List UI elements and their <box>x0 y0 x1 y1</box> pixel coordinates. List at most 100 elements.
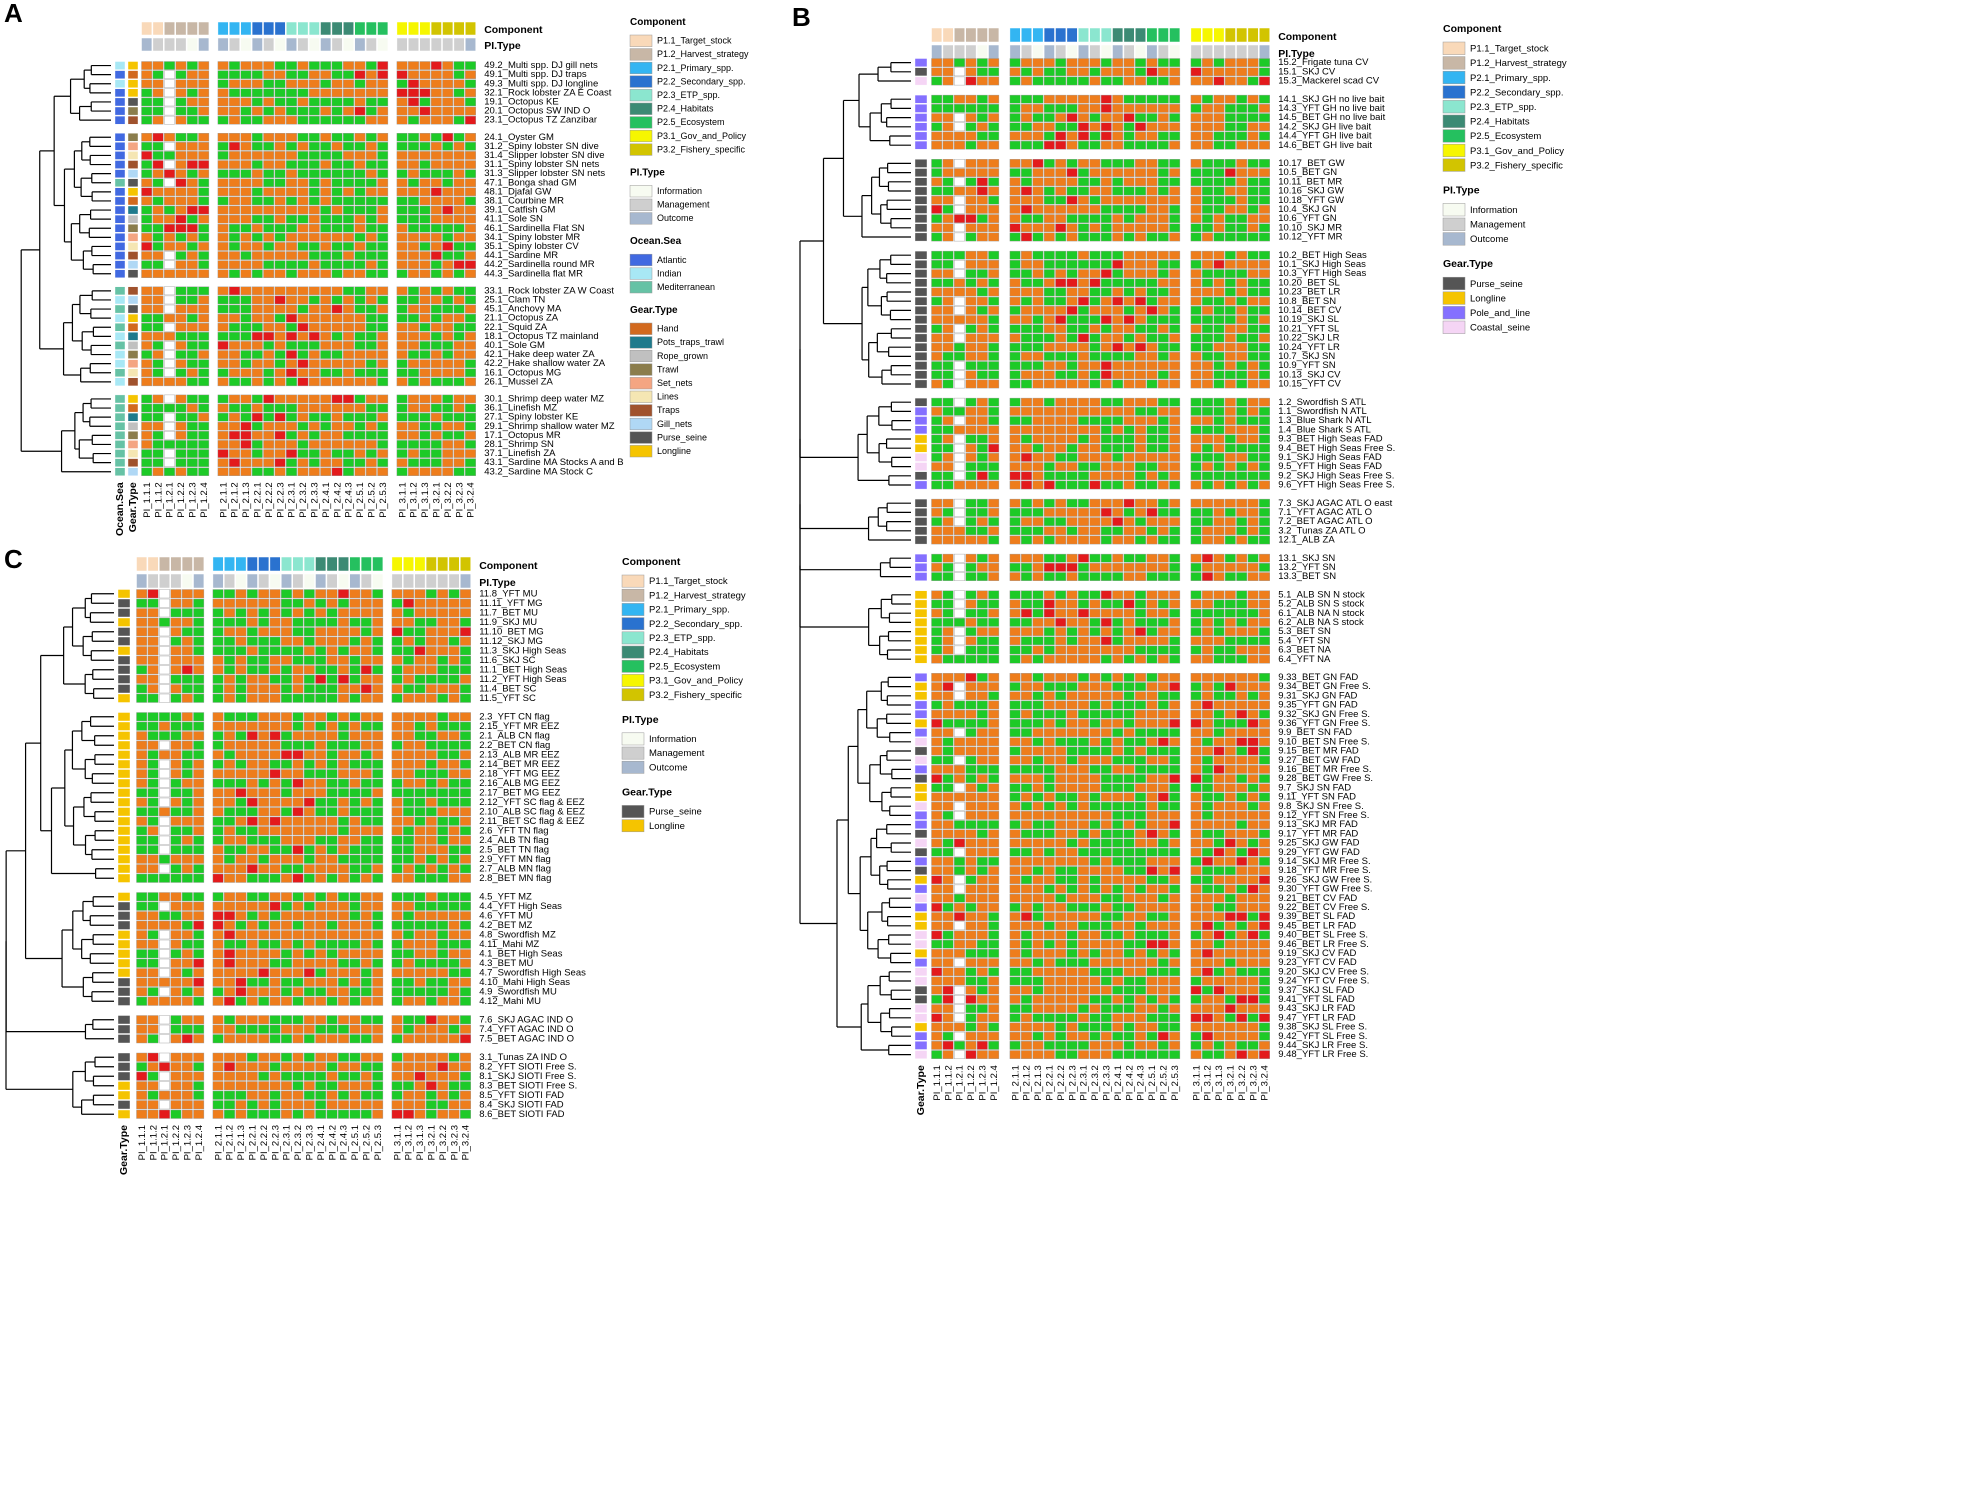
heatmap-cell <box>152 449 164 458</box>
heatmap-cell <box>430 341 442 350</box>
heatmap-cell <box>419 196 431 206</box>
heatmap-cell <box>931 370 943 380</box>
heatmap-cell <box>217 88 229 98</box>
heatmap-cell <box>1213 296 1225 306</box>
side-annotation-cell <box>914 397 928 407</box>
component-header-cell <box>286 21 297 36</box>
heatmap-cell <box>1146 269 1158 278</box>
row-label: 9.5_YFT High Seas FAD <box>1278 461 1382 472</box>
heatmap-cell <box>1259 930 1270 940</box>
heatmap-cell <box>1089 755 1101 765</box>
heatmap-cell <box>343 106 354 116</box>
heatmap-cell <box>1100 370 1112 380</box>
heatmap-cell <box>1259 269 1270 278</box>
heatmap-cell <box>1157 333 1169 343</box>
heatmap-cell <box>1259 783 1270 793</box>
heatmap-cell <box>141 422 153 431</box>
side-annotation-cell <box>114 377 126 387</box>
heatmap-cell <box>175 169 187 178</box>
heatmap-cell <box>1089 719 1101 728</box>
heatmap-cell <box>365 132 377 142</box>
heatmap-cell <box>1202 755 1213 765</box>
heatmap-cell <box>1135 58 1146 67</box>
side-annotation-cell <box>914 498 928 508</box>
heatmap-cell <box>1157 857 1169 866</box>
heatmap-cell <box>1157 1004 1169 1013</box>
heatmap-cell <box>377 223 389 233</box>
component-header-cell <box>1202 27 1213 43</box>
heatmap-cell <box>954 453 965 462</box>
heatmap-cell <box>175 323 187 332</box>
heatmap-cell <box>453 323 465 332</box>
heatmap-cell <box>1169 930 1181 940</box>
row-label: 10.10_SKJ MR <box>1278 222 1342 233</box>
heatmap-cell <box>1202 462 1213 471</box>
heatmap-cell <box>988 1004 1000 1013</box>
heatmap-cell <box>988 1013 1000 1023</box>
column-label: PI_3.2.3 <box>454 482 465 517</box>
pitype-header-cell <box>396 37 408 52</box>
heatmap-cell <box>1078 820 1089 829</box>
heatmap-cell <box>1135 572 1146 581</box>
row-label: 10.5_BET GN <box>1278 167 1337 178</box>
side-annotation-cell <box>914 94 928 104</box>
heatmap-cell <box>453 79 465 88</box>
heatmap-cell <box>408 142 419 151</box>
heatmap-cell <box>1100 232 1112 242</box>
heatmap-cell <box>1066 765 1078 774</box>
heatmap-cell <box>1135 801 1146 811</box>
heatmap-cell <box>1202 875 1213 885</box>
heatmap-cell <box>931 379 943 389</box>
heatmap-cell <box>343 223 354 233</box>
heatmap-cell <box>976 737 988 747</box>
row-label: 27.1_Spiny lobster KE <box>484 412 578 423</box>
heatmap-cell <box>931 58 943 67</box>
row-label: 14.5_BET GH no live bait <box>1278 112 1385 123</box>
heatmap-cell <box>954 443 965 453</box>
side-annotation-cell <box>914 590 928 600</box>
heatmap-cell <box>286 313 297 323</box>
row-label: 33.1_Rock lobster ZA W Coast <box>484 285 614 296</box>
heatmap-cell <box>320 350 332 359</box>
heatmap-cell <box>408 88 419 98</box>
heatmap-cell <box>1146 838 1158 848</box>
heatmap-cell <box>152 359 164 368</box>
heatmap-cell <box>954 995 965 1004</box>
heatmap-cell <box>1112 765 1124 774</box>
heatmap-cell <box>1247 563 1259 572</box>
heatmap-cell <box>942 875 954 885</box>
heatmap-cell <box>1224 765 1236 774</box>
heatmap-cell <box>1021 599 1032 609</box>
heatmap-cell <box>1066 884 1078 894</box>
heatmap-cell <box>251 106 263 116</box>
heatmap-cell <box>1259 590 1270 600</box>
heatmap-cell <box>1123 250 1135 260</box>
pitype-header-cell <box>1224 44 1236 60</box>
heatmap-cell <box>1157 866 1169 875</box>
heatmap-cell <box>1247 113 1259 122</box>
heatmap-cell <box>442 449 454 458</box>
heatmap-cell <box>1190 801 1202 811</box>
heatmap-cell <box>1009 67 1021 77</box>
heatmap-cell <box>1009 397 1021 407</box>
heatmap-cell <box>1213 967 1225 977</box>
heatmap-cell <box>1224 783 1236 793</box>
heatmap-cell <box>1224 563 1236 572</box>
heatmap-cell <box>229 394 240 404</box>
heatmap-cell <box>1190 572 1202 581</box>
heatmap-cell <box>1055 526 1067 536</box>
heatmap-cell <box>297 377 309 387</box>
heatmap-cell <box>942 618 954 627</box>
heatmap-cell <box>1112 912 1124 921</box>
heatmap-cell <box>1213 691 1225 701</box>
heatmap-cell <box>988 517 1000 526</box>
heatmap-cell <box>1213 774 1225 783</box>
heatmap-cell <box>1009 682 1021 691</box>
heatmap-cell <box>1021 783 1032 793</box>
heatmap-cell <box>965 324 977 334</box>
heatmap-cell <box>1043 801 1055 811</box>
heatmap-cell <box>175 359 187 368</box>
heatmap-cell <box>1043 214 1055 223</box>
heatmap-cell <box>365 70 377 79</box>
heatmap-cell <box>1100 94 1112 104</box>
